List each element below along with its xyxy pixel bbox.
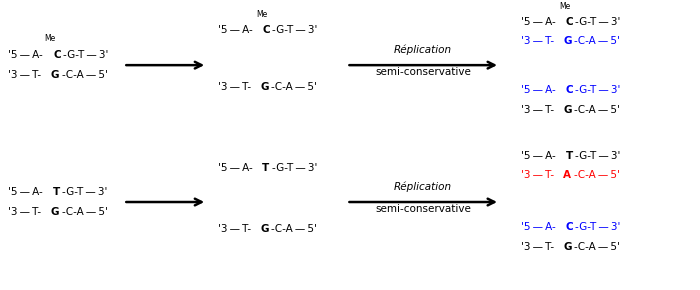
Text: C: C [566,222,573,232]
Text: '5 — A-: '5 — A- [218,164,252,173]
Text: C: C [53,50,61,60]
Text: C: C [262,25,270,35]
Text: '3 — T-: '3 — T- [521,171,554,180]
Text: -G-T — 3': -G-T — 3' [575,151,620,161]
Text: C: C [566,85,573,95]
Text: T: T [262,164,270,173]
Text: '5 — A-: '5 — A- [521,151,556,161]
Text: C: C [566,17,573,27]
Text: Réplication: Réplication [394,182,452,192]
Text: '5 — A-: '5 — A- [218,25,252,35]
Text: -C-A — 5': -C-A — 5' [62,70,108,80]
Text: G: G [564,37,572,46]
Text: -C-A — 5': -C-A — 5' [271,224,317,233]
Text: -C-A — 5': -C-A — 5' [271,82,317,93]
Text: T: T [566,151,573,161]
Text: '3 — T-: '3 — T- [218,224,251,233]
Text: Me: Me [256,10,267,19]
Text: '3 — T-: '3 — T- [8,70,41,80]
Text: -C-A — 5': -C-A — 5' [574,242,620,252]
Text: G: G [260,224,269,233]
Text: '5 — A-: '5 — A- [521,85,556,95]
Text: '5 — A-: '5 — A- [521,17,556,27]
Text: '3 — T-: '3 — T- [8,207,41,217]
Text: -G-T — 3': -G-T — 3' [62,187,108,197]
Text: -G-T — 3': -G-T — 3' [575,85,621,95]
Text: '3 — T-: '3 — T- [521,105,554,115]
Text: G: G [260,82,269,93]
Text: '3 — T-: '3 — T- [521,242,554,252]
Text: -G-T — 3': -G-T — 3' [272,164,317,173]
Text: T: T [53,187,60,197]
Text: -G-T — 3': -G-T — 3' [575,17,621,27]
Text: '5 — A-: '5 — A- [521,222,556,232]
Text: G: G [564,242,572,252]
Text: '3 — T-: '3 — T- [218,82,251,93]
Text: -C-A — 5': -C-A — 5' [62,207,108,217]
Text: '5 — A-: '5 — A- [8,50,43,60]
Text: G: G [564,105,572,115]
Text: '3 — T-: '3 — T- [521,37,554,46]
Text: -G-T — 3': -G-T — 3' [63,50,108,60]
Text: Me: Me [45,34,56,43]
Text: Me: Me [559,2,570,11]
Text: -G-T — 3': -G-T — 3' [575,222,621,232]
Text: G: G [51,70,60,80]
Text: -C-A — 5': -C-A — 5' [574,105,620,115]
Text: G: G [51,207,60,217]
Text: semi-conservative: semi-conservative [375,67,471,77]
Text: Réplication: Réplication [394,45,452,55]
Text: -C-A — 5': -C-A — 5' [574,37,620,46]
Text: A: A [564,171,571,180]
Text: -C-A — 5': -C-A — 5' [574,171,620,180]
Text: semi-conservative: semi-conservative [375,204,471,214]
Text: -G-T — 3': -G-T — 3' [272,25,317,35]
Text: '5 — A-: '5 — A- [8,187,43,197]
